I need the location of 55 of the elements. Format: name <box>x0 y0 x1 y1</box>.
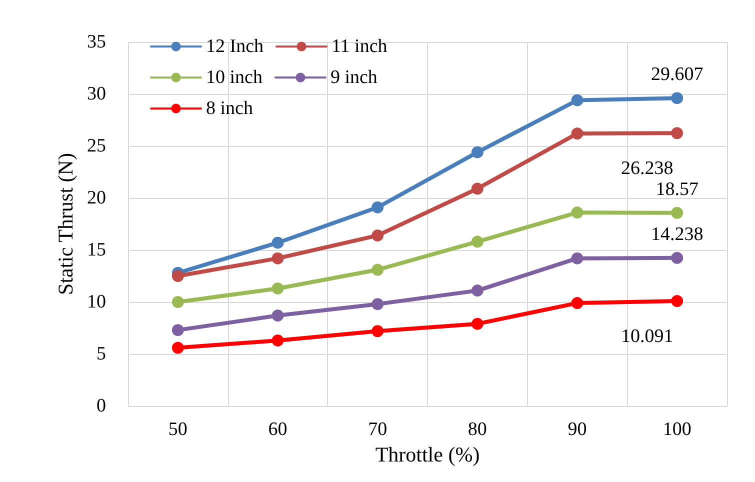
point <box>571 206 584 219</box>
y-tick-label: 10 <box>87 292 106 312</box>
y-tick-label: 15 <box>87 240 106 260</box>
x-tick-label: 90 <box>568 419 587 440</box>
y-tick-label: 20 <box>87 188 106 208</box>
data-label: 26.238 <box>620 158 674 180</box>
x-tick-label: 70 <box>368 419 388 440</box>
data-label: 10.091 <box>620 326 674 348</box>
data-label: 14.238 <box>650 224 704 245</box>
point <box>671 295 684 308</box>
point <box>372 201 384 214</box>
point <box>272 310 284 322</box>
point <box>172 324 184 336</box>
x-tick-label: 80 <box>468 419 487 440</box>
y-tick-label: 25 <box>87 136 106 156</box>
x-axis-title: Throttle (%) <box>375 442 480 466</box>
legend-label: 12 Inch <box>206 36 264 57</box>
point <box>272 236 284 249</box>
x-tick-label: 100 <box>662 419 692 440</box>
data-label: 29.607 <box>650 64 704 86</box>
point <box>272 252 284 264</box>
y-tick-label: 30 <box>87 84 106 104</box>
point <box>571 94 584 106</box>
data-label: 18.57 <box>656 178 698 200</box>
point <box>471 146 484 158</box>
legend-label: 11 inch <box>332 36 388 57</box>
point <box>172 296 184 308</box>
point <box>571 252 584 264</box>
point <box>172 270 184 282</box>
y-tick-label: 0 <box>96 396 106 416</box>
legend-label: 9 inch <box>330 67 378 88</box>
point <box>471 236 484 248</box>
point <box>671 206 684 219</box>
point <box>372 325 384 338</box>
point <box>571 297 584 310</box>
point <box>372 264 384 276</box>
point <box>172 342 184 354</box>
point <box>272 282 284 294</box>
point <box>671 252 684 264</box>
point <box>471 318 484 330</box>
legend-label: 10 inch <box>206 67 263 88</box>
legend-label: 8 inch <box>206 98 254 119</box>
point <box>471 182 484 195</box>
point <box>471 284 484 297</box>
y-axis-title: Static Thrust (N) <box>54 153 78 295</box>
point <box>571 128 584 140</box>
y-tick-label: 5 <box>96 344 106 364</box>
point <box>272 334 284 346</box>
point <box>671 92 684 104</box>
x-tick-label: 60 <box>268 419 288 440</box>
point <box>372 229 384 242</box>
point <box>671 127 684 140</box>
point <box>372 298 384 310</box>
x-tick-label: 50 <box>168 419 188 440</box>
y-tick-label: 35 <box>87 32 106 52</box>
